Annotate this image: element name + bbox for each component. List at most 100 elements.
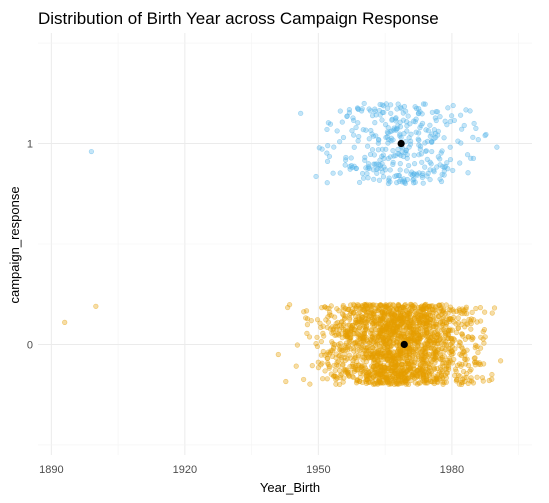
data-point (361, 100, 367, 107)
data-point (464, 321, 471, 327)
data-point (318, 338, 324, 345)
data-point (403, 168, 410, 174)
data-point (360, 350, 366, 357)
data-point (456, 342, 462, 349)
data-point (449, 113, 455, 119)
data-point (388, 102, 394, 108)
data-point (412, 316, 418, 322)
data-point (330, 170, 336, 176)
data-point (480, 329, 486, 335)
data-point (356, 134, 362, 140)
data-point (430, 345, 436, 352)
data-point (415, 353, 421, 360)
data-point (326, 363, 332, 370)
data-point (325, 355, 331, 361)
data-point (434, 164, 440, 170)
data-point (441, 327, 447, 333)
data-point (388, 110, 394, 116)
data-point (362, 154, 368, 160)
data-point (372, 381, 378, 387)
data-point (416, 142, 422, 148)
data-point (409, 303, 416, 309)
data-point (364, 327, 370, 333)
data-point (458, 112, 464, 118)
data-point (441, 172, 447, 178)
data-point (324, 158, 331, 164)
data-point (348, 162, 354, 169)
data-point (377, 101, 383, 108)
data-point (408, 377, 414, 383)
data-point (353, 124, 359, 131)
data-point (429, 138, 435, 145)
data-point (337, 375, 343, 381)
data-point (416, 106, 422, 112)
data-point (396, 368, 403, 374)
data-point (437, 114, 443, 120)
data-point (378, 330, 384, 336)
data-point (448, 307, 454, 313)
data-point (366, 106, 372, 112)
data-point (406, 315, 412, 321)
data-point (315, 365, 322, 371)
data-point (320, 330, 326, 336)
data-point (350, 310, 357, 316)
data-point (404, 123, 410, 129)
data-point (433, 117, 439, 124)
data-point (415, 331, 421, 337)
data-point (316, 145, 322, 151)
data-point (469, 336, 475, 343)
data-point (381, 316, 387, 323)
data-point (360, 337, 366, 344)
data-point (363, 373, 369, 379)
data-point (455, 372, 461, 378)
data-point (387, 324, 393, 330)
data-point (453, 378, 459, 384)
data-point (395, 354, 402, 360)
data-point (410, 350, 416, 356)
data-point (283, 378, 289, 385)
data-point (359, 314, 365, 321)
data-point (319, 146, 325, 152)
data-point (424, 338, 430, 344)
data-point (415, 348, 421, 354)
data-point (441, 379, 447, 385)
data-point (390, 148, 396, 154)
data-point (420, 180, 426, 186)
x-axis-ticks: 1890 1920 1950 1980 (39, 464, 464, 476)
data-point (372, 342, 379, 348)
data-point (427, 176, 433, 183)
data-point (304, 322, 311, 328)
data-point (376, 177, 383, 183)
data-point (438, 345, 444, 352)
data-point (397, 119, 403, 125)
data-point (342, 342, 348, 348)
data-point (342, 162, 348, 168)
data-point (351, 355, 357, 362)
data-point (301, 309, 307, 315)
data-point (340, 134, 347, 141)
data-point (328, 371, 334, 377)
data-point (444, 160, 450, 166)
data-point (380, 174, 387, 180)
data-point (396, 173, 403, 179)
data-point (322, 368, 328, 374)
data-point (379, 117, 385, 123)
data-point (356, 326, 362, 332)
data-point (366, 136, 372, 142)
data-point (325, 314, 331, 320)
data-point (337, 108, 343, 114)
data-point (376, 302, 382, 309)
data-point (396, 329, 402, 336)
data-point (324, 324, 330, 331)
data-point (402, 378, 409, 384)
data-point (398, 134, 404, 141)
data-point (406, 135, 412, 141)
data-point (470, 134, 476, 140)
data-point (386, 352, 393, 358)
data-point (424, 173, 430, 179)
data-point (445, 362, 451, 368)
data-point (365, 165, 371, 171)
data-point (423, 312, 429, 318)
data-point (446, 328, 452, 334)
data-point (481, 361, 487, 367)
